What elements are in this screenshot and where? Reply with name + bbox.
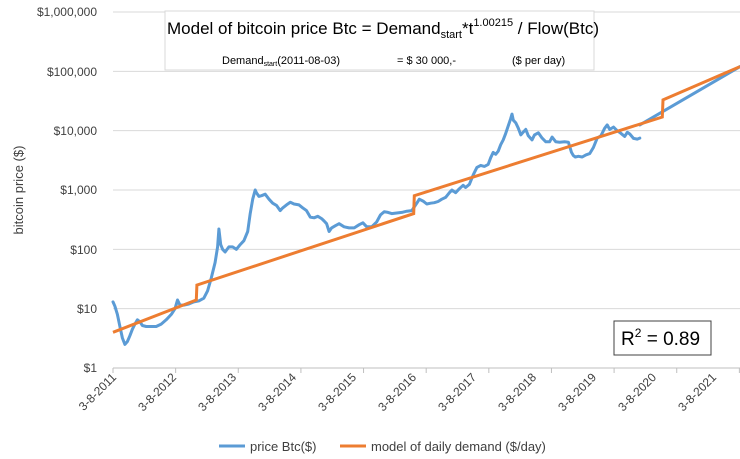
- r-squared-box: [613, 320, 712, 356]
- y-tick-label: $1,000: [60, 183, 97, 197]
- title-suffix: / Flow(Btc): [513, 19, 599, 38]
- y-axis-title: bitcoin price ($): [11, 146, 26, 235]
- series-line-model-continuation: [638, 65, 740, 127]
- x-tick-label: 3-8-2013: [195, 370, 239, 414]
- title-prefix: Model of bitcoin price Btc = Demand: [167, 19, 441, 38]
- y-tick-label: $10: [77, 302, 97, 316]
- legend-label-model: model of daily demand ($/day): [371, 439, 546, 454]
- plot-area: [111, 65, 740, 346]
- x-tick-label: 3-8-2011: [76, 370, 119, 413]
- x-tick-label: 3-8-2015: [315, 370, 359, 414]
- x-tick-label: 3-8-2021: [675, 370, 719, 414]
- x-tick-label: 3-8-2019: [555, 370, 599, 414]
- x-tick-label: 3-8-2016: [375, 370, 419, 414]
- x-tick-label: 3-8-2020: [615, 370, 659, 414]
- title-subscript: start: [441, 29, 462, 41]
- x-tick-label: 3-8-2014: [255, 370, 299, 414]
- x-tick-label: 3-8-2017: [435, 370, 479, 414]
- r-squared-label: R: [621, 329, 635, 350]
- x-tick-label: 3-8-2018: [495, 370, 539, 414]
- subtitle-label: Demandstart(2011-08-03): [222, 55, 340, 68]
- y-tick-label: $1,000,000: [37, 5, 97, 19]
- r-squared-sup: 2: [635, 326, 642, 340]
- y-tick-label: $1: [84, 361, 98, 375]
- title-mid: *t: [462, 19, 474, 38]
- legend-label-price: price Btc($): [250, 439, 316, 454]
- series-line-price: [111, 112, 642, 346]
- chart-title: Model of bitcoin price Btc = Demandstart…: [167, 17, 599, 41]
- title-superscript: 1.00215: [473, 17, 513, 29]
- series-line-model: [112, 65, 740, 334]
- y-tick-labels: $1,000,000 $100,000 $10,000 $1,000 $100 …: [37, 5, 97, 375]
- subtitle-label-main: Demand: [222, 55, 264, 67]
- legend: price Btc($) model of daily demand ($/da…: [219, 439, 546, 454]
- r-squared-value: = 0.89: [641, 329, 700, 350]
- r-squared-annotation: R2 = 0.89: [613, 320, 712, 356]
- x-tick-label: 3-8-2012: [135, 370, 179, 414]
- y-tick-label: $100,000: [47, 65, 97, 79]
- title-box-frame: [164, 10, 595, 71]
- subtitle-value: = $ 30 000,-: [397, 55, 456, 67]
- x-tick-marks: [112, 368, 740, 373]
- subtitle-unit: ($ per day): [512, 55, 565, 67]
- title-box: Model of bitcoin price Btc = Demandstart…: [164, 10, 599, 71]
- y-tick-label: $100: [70, 243, 97, 257]
- r-squared-text: R2 = 0.89: [621, 326, 700, 350]
- y-tick-label: $10,000: [54, 124, 98, 138]
- subtitle-date: (2011-08-03): [277, 55, 340, 67]
- subtitle-label-sub: start: [264, 61, 278, 68]
- x-tick-labels: 3-8-2011 3-8-2012 3-8-2013 3-8-2014 3-8-…: [76, 370, 719, 414]
